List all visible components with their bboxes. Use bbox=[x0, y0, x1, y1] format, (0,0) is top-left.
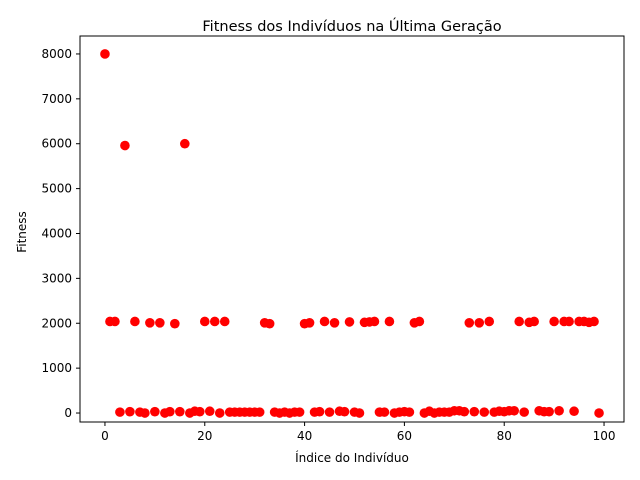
data-point bbox=[155, 318, 165, 328]
data-point bbox=[214, 408, 225, 418]
data-point bbox=[589, 316, 599, 327]
x-tick-label: 60 bbox=[397, 429, 412, 443]
data-point bbox=[369, 316, 380, 327]
x-tick-label: 80 bbox=[497, 429, 512, 443]
data-point bbox=[150, 406, 160, 417]
data-point bbox=[339, 406, 350, 417]
data-point bbox=[404, 407, 415, 417]
data-point bbox=[115, 407, 125, 417]
data-point bbox=[379, 407, 390, 417]
data-point bbox=[254, 407, 265, 417]
data-point bbox=[130, 316, 140, 327]
data-point bbox=[125, 406, 135, 417]
data-point bbox=[219, 316, 230, 327]
y-tick-label: 2000 bbox=[41, 316, 72, 330]
data-point bbox=[120, 140, 130, 151]
data-point bbox=[209, 316, 220, 327]
data-point bbox=[175, 406, 185, 417]
y-tick-label: 6000 bbox=[41, 137, 72, 151]
data-point bbox=[544, 406, 554, 417]
data-point bbox=[199, 316, 210, 327]
data-point bbox=[170, 318, 180, 329]
data-point bbox=[354, 408, 365, 418]
y-axis-label: Fitness bbox=[15, 211, 29, 253]
chart-title: Fitness dos Indivíduos na Última Geração bbox=[202, 17, 501, 35]
y-axis-ticks: 0 1000 2000 3000 4000 5000 6000 7000 8000 bbox=[41, 47, 80, 420]
data-point bbox=[509, 405, 520, 416]
data-point bbox=[110, 316, 120, 327]
y-tick-label: 1000 bbox=[41, 361, 72, 375]
data-point bbox=[165, 406, 175, 417]
y-tick-label: 4000 bbox=[41, 226, 72, 240]
y-tick-label: 7000 bbox=[41, 92, 72, 106]
data-point bbox=[564, 316, 574, 327]
x-tick-label: 0 bbox=[101, 429, 109, 443]
data-point bbox=[319, 316, 330, 327]
y-tick-label: 0 bbox=[64, 406, 72, 420]
data-point bbox=[314, 406, 325, 417]
plot-frame bbox=[79, 35, 625, 423]
x-axis-label: Índice do Indivíduo bbox=[295, 450, 409, 465]
data-point bbox=[474, 318, 485, 328]
data-point bbox=[344, 317, 355, 327]
data-point bbox=[180, 138, 190, 149]
data-point bbox=[529, 316, 539, 327]
data-point bbox=[414, 316, 425, 327]
data-point bbox=[469, 406, 480, 417]
data-point bbox=[204, 406, 215, 417]
data-point bbox=[329, 318, 340, 328]
data-point bbox=[459, 406, 470, 417]
data-point bbox=[514, 316, 524, 327]
x-tick-label: 100 bbox=[593, 429, 616, 443]
y-tick-label: 3000 bbox=[41, 271, 72, 285]
data-point bbox=[464, 318, 475, 328]
x-tick-label: 20 bbox=[197, 429, 212, 443]
data-points bbox=[100, 49, 604, 418]
data-point bbox=[519, 407, 529, 417]
data-point bbox=[324, 407, 335, 417]
y-tick-label: 5000 bbox=[41, 182, 72, 196]
data-point bbox=[479, 407, 490, 417]
y-tick-label: 8000 bbox=[41, 47, 72, 61]
data-point bbox=[304, 318, 315, 328]
data-point bbox=[264, 318, 275, 329]
data-point bbox=[100, 49, 110, 59]
data-point bbox=[294, 407, 305, 417]
data-point bbox=[569, 406, 579, 417]
data-point bbox=[484, 316, 495, 327]
data-point bbox=[140, 408, 150, 418]
x-tick-label: 40 bbox=[297, 429, 312, 443]
data-point bbox=[384, 316, 395, 327]
data-point bbox=[594, 408, 604, 418]
x-axis-ticks: 0 20 40 60 80 100 bbox=[101, 422, 615, 443]
data-point bbox=[554, 405, 564, 416]
data-point bbox=[145, 318, 155, 328]
data-point bbox=[194, 406, 205, 417]
data-point bbox=[549, 316, 559, 327]
